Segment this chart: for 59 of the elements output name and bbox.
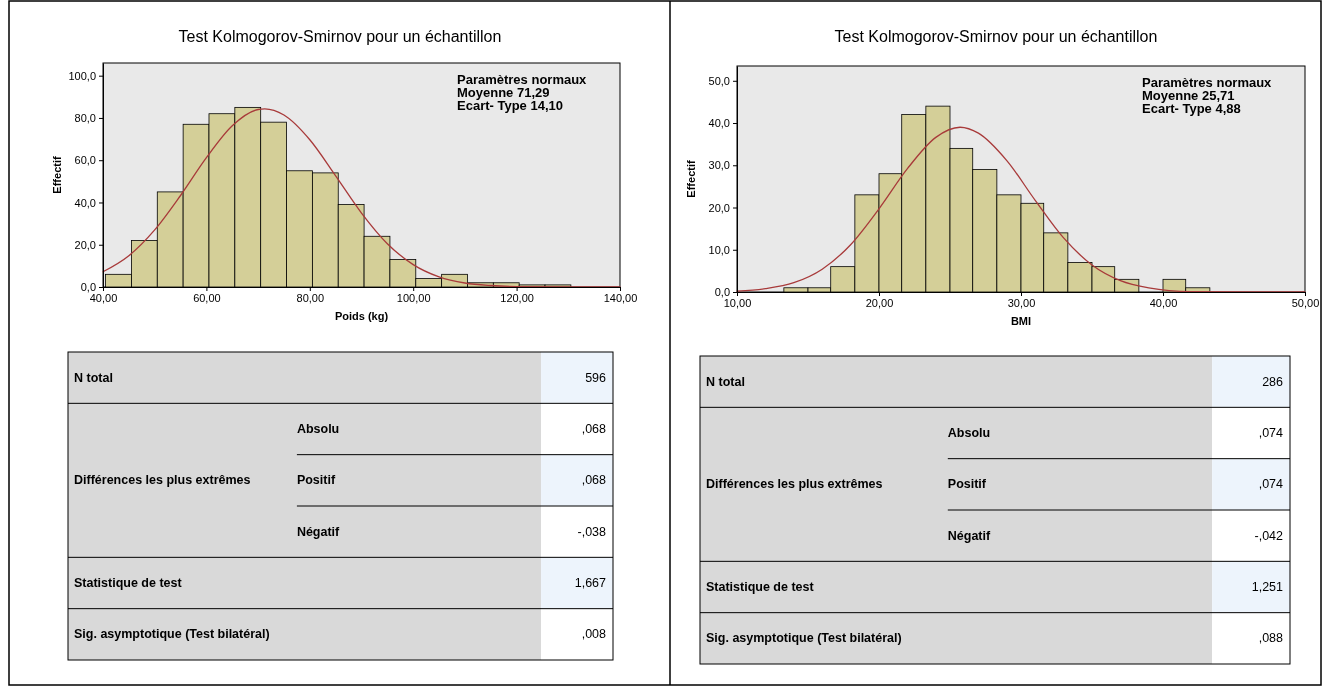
chart-title: Test Kolmogorov-Smirnov pour un échantillon — [178, 28, 502, 45]
annotation: Moyenne 71,29 — [457, 85, 550, 100]
y-tick-label: 20,0 — [708, 201, 730, 214]
text: N total — [706, 374, 745, 389]
text: ,068 — [581, 422, 607, 436]
x-tick-label: 10,00 — [723, 296, 752, 309]
annotation: Moyenne 25,71 — [1142, 88, 1235, 103]
x-tick-label: 20,00 — [865, 296, 894, 309]
y-tick-label: 30,0 — [708, 159, 730, 172]
x-tick-label: 40,00 — [1149, 296, 1178, 309]
x-tick-label: 30,00 — [1007, 296, 1036, 309]
x-tick-label: 100,00 — [396, 291, 431, 304]
text: Absolu — [296, 422, 340, 436]
text: Sig. asymptotique (Test bilatéral) — [74, 627, 270, 642]
text: 1,667 — [574, 576, 607, 590]
x-tick-label: 140,00 — [603, 291, 638, 304]
text: Positif — [296, 473, 336, 488]
x-axis-title: BMI — [1010, 315, 1032, 327]
text: 596 — [585, 370, 607, 385]
text: Absolu — [947, 426, 991, 440]
text: ,088 — [1258, 631, 1284, 646]
text: -,042 — [1254, 528, 1284, 543]
text: Négatif — [296, 524, 341, 539]
text: 286 — [1262, 374, 1284, 389]
text: -,038 — [577, 524, 607, 539]
x-tick-label: 60,00 — [193, 291, 221, 304]
text: Sig. asymptotique (Test bilatéral) — [706, 631, 902, 646]
y-tick-label: 10,0 — [708, 243, 730, 256]
x-tick-label: 50,00 — [1291, 296, 1320, 309]
y-tick-label: 0,0 — [714, 286, 730, 299]
y-tick-label: 80,0 — [74, 111, 96, 124]
text: ,074 — [1258, 426, 1284, 440]
y-tick-label: 40,0 — [74, 196, 96, 209]
text: Différences les plus extrêmes — [706, 477, 883, 492]
text: ,074 — [1258, 477, 1284, 492]
text: Statistique de test — [706, 580, 815, 594]
text: Différences les plus extrêmes — [74, 473, 251, 488]
annotation: Paramètres normaux — [1142, 75, 1273, 90]
chart-title: Test Kolmogorov-Smirnov pour un échantillon — [834, 28, 1158, 45]
y-tick-label: 20,0 — [74, 238, 96, 251]
annotation: Paramètres normaux — [457, 72, 588, 87]
y-tick-label: 60,0 — [74, 154, 96, 167]
y-tick-label: 100,0 — [68, 69, 96, 82]
text: N total — [74, 370, 113, 385]
x-tick-label: 120,00 — [500, 291, 534, 304]
x-tick-label: 40,00 — [89, 291, 118, 304]
x-axis-title: Poids (kg) — [334, 310, 389, 322]
text: Statistique de test — [74, 576, 183, 590]
y-axis-title: Effectif — [685, 160, 697, 198]
y-tick-label: 0,0 — [80, 281, 96, 294]
y-axis-title: Effectif — [51, 156, 63, 194]
text: Négatif — [947, 528, 991, 543]
text: ,068 — [581, 473, 607, 488]
text: Positif — [947, 477, 987, 492]
y-tick-label: 50,0 — [708, 74, 730, 87]
text: 1,251 — [1251, 580, 1284, 594]
y-tick-label: 40,0 — [708, 117, 730, 130]
text: ,008 — [581, 627, 607, 642]
x-tick-label: 80,00 — [296, 291, 325, 304]
